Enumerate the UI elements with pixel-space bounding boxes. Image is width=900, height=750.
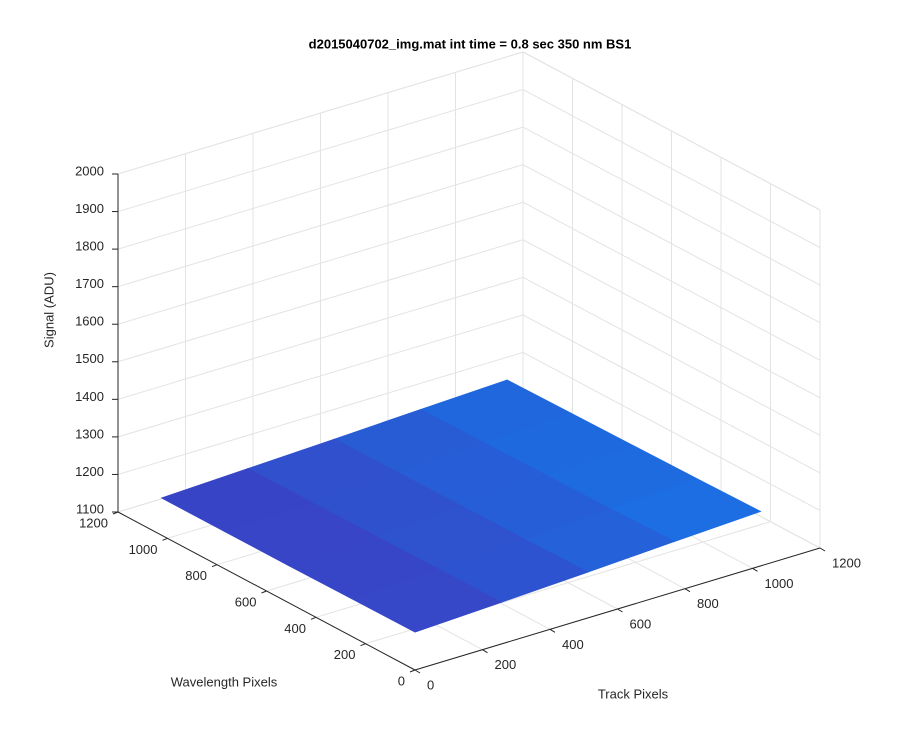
grid-line [117, 164, 524, 288]
z-tick-label: 1400 [75, 389, 104, 404]
grid-line [117, 276, 524, 400]
grid-line [117, 201, 524, 325]
x-tick-label: 200 [495, 657, 517, 672]
x-tick-label: 400 [562, 637, 584, 652]
x-tick [482, 649, 488, 654]
z-tick-label: 1200 [75, 464, 104, 479]
x-tick-label: 0 [427, 677, 434, 692]
y-tick-label: 800 [185, 568, 207, 583]
z-tick-label: 1700 [75, 276, 104, 291]
z-tick-label: 1900 [75, 201, 104, 216]
y-tick-label: 1200 [79, 515, 108, 530]
x-tick-label: 1000 [765, 576, 794, 591]
grid-line [117, 239, 524, 363]
z-tick-label: 2000 [75, 163, 104, 178]
z-axis-label: Signal (ADU) [41, 272, 56, 348]
z-tick-label: 1300 [75, 426, 104, 441]
y-tick-label: 400 [284, 621, 306, 636]
surface-patch [350, 568, 503, 633]
grid-line [522, 164, 821, 324]
grid-line [117, 51, 524, 175]
grid-line [522, 314, 821, 474]
x-tick-label: 800 [697, 596, 719, 611]
x-tick [549, 628, 556, 633]
z-tick-label: 1600 [75, 314, 104, 329]
grid-line [522, 201, 821, 361]
x-tick [684, 588, 691, 593]
y-tick-label: 1000 [129, 542, 158, 557]
y-tick [409, 669, 416, 673]
z-tick-label: 1500 [75, 351, 104, 366]
grid-line [522, 352, 821, 511]
z-tick-label: 1100 [76, 501, 104, 516]
grid-line [522, 51, 821, 211]
x-axis-label: Track Pixels [598, 686, 669, 701]
grid-line [522, 126, 821, 286]
y-tick [162, 537, 168, 541]
x-tick [819, 547, 826, 552]
y-tick-label: 200 [334, 647, 356, 662]
grid-line [117, 126, 524, 250]
x-tick [617, 608, 623, 613]
y-tick-label: 0 [398, 673, 405, 688]
grid-line [117, 314, 524, 438]
chart-title: d2015040702_img.mat int time = 0.8 sec 3… [309, 36, 632, 51]
grid-line [117, 351, 524, 475]
x-tick [414, 669, 421, 674]
x-tick-label: 1200 [832, 555, 861, 570]
grid-line [522, 239, 821, 399]
y-tick [360, 643, 366, 647]
x-tick [752, 567, 758, 572]
y-tick-label: 600 [235, 594, 257, 609]
y-axis-label: Wavelength Pixels [171, 674, 278, 689]
z-tick-label: 1800 [75, 239, 104, 254]
grid-line [117, 89, 524, 213]
y-tick [310, 616, 317, 620]
grid-line [522, 276, 821, 436]
y-tick [211, 564, 218, 568]
y-tick [261, 590, 267, 594]
x-tick-label: 600 [630, 616, 652, 631]
grid-line [522, 89, 821, 248]
